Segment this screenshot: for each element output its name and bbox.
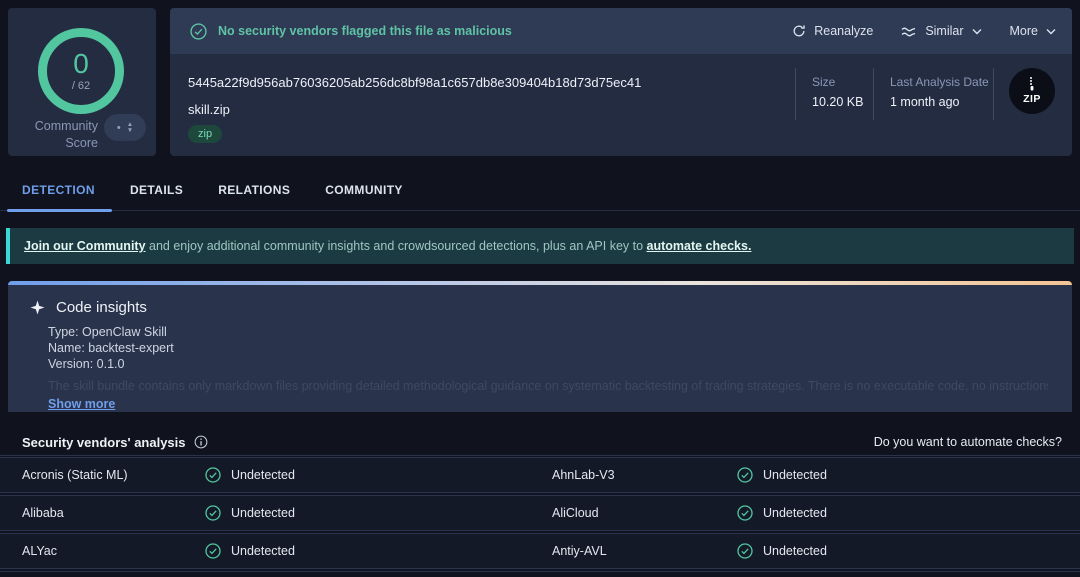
vendor-name: Alibaba: [22, 506, 64, 520]
check-circle-icon: [737, 505, 753, 521]
tab-detection[interactable]: DETECTION: [7, 170, 112, 212]
gradient-accent-bar: [8, 281, 1072, 285]
vendor-name: AhnLab-V3: [552, 468, 615, 482]
join-community-banner: Join our Community and enjoy additional …: [6, 228, 1074, 264]
similar-button[interactable]: Similar: [901, 24, 982, 38]
last-analysis-label: Last Analysis Date: [890, 75, 989, 89]
divider: [993, 68, 994, 120]
insight-name-line: Name: backtest-expert: [48, 341, 174, 355]
size-value: 10.20 KB: [812, 95, 864, 109]
banner-text: and enjoy additional community insights …: [145, 239, 647, 253]
info-icon[interactable]: [194, 435, 208, 449]
table-row: ALYac Undetected Antiy-AVL Undetected: [0, 533, 1080, 569]
vendors-analysis-header: Security vendors' analysis Do you want t…: [0, 429, 1080, 455]
community-vote-widget[interactable]: • ▲ ▼: [104, 114, 146, 141]
check-circle-icon: [205, 467, 221, 483]
show-more-link[interactable]: Show more: [48, 397, 116, 411]
vendor-name: AliCloud: [552, 506, 599, 520]
file-hash[interactable]: 5445a22f9d956ab76036205ab256dc8bf98a1c65…: [188, 75, 642, 90]
size-label: Size: [812, 75, 836, 89]
divider: [873, 68, 874, 120]
detections-count: 0: [73, 48, 89, 79]
vendors-table: Acronis (Static ML) Undetected AhnLab-V3…: [0, 457, 1080, 572]
divider: [0, 455, 1080, 456]
code-insights-metadata: Type: OpenClaw Skill Name: backtest-expe…: [48, 324, 1052, 372]
insight-summary-faded: The skill bundle contains only markdown …: [48, 379, 1048, 393]
check-circle-icon: [205, 505, 221, 521]
vote-up-down-icon[interactable]: ▲ ▼: [126, 120, 134, 134]
automate-checks-prompt[interactable]: Do you want to automate checks?: [873, 435, 1062, 449]
vendor-status: Undetected: [737, 505, 1080, 521]
next-row-edge: [0, 571, 1080, 572]
check-circle-icon: [737, 543, 753, 559]
check-circle-icon: [190, 22, 207, 40]
last-analysis-block: Last Analysis Date 1 month ago: [890, 75, 989, 109]
check-circle-icon: [205, 543, 221, 559]
chevron-down-icon: [972, 28, 982, 34]
detections-total: / 62: [71, 80, 91, 92]
chevron-down-icon: [1046, 28, 1056, 34]
more-button[interactable]: More: [1010, 24, 1056, 38]
divider: [795, 68, 796, 120]
file-size-block: Size 10.20 KB: [812, 75, 863, 109]
check-circle-icon: [737, 467, 753, 483]
automate-checks-link[interactable]: automate checks.: [646, 239, 752, 253]
filetype-tag[interactable]: zip: [188, 125, 223, 143]
similar-icon: [901, 27, 916, 36]
tab-relations[interactable]: RELATIONS: [218, 183, 291, 197]
last-analysis-value: 1 month ago: [890, 95, 960, 109]
community-score-card: 0 / 62 Community Score • ▲ ▼: [8, 8, 156, 156]
insight-version-line: Version: 0.1.0: [48, 357, 125, 371]
vendor-name: Acronis (Static ML): [22, 468, 128, 482]
sparkle-icon: [30, 300, 45, 315]
vendor-status: Undetected: [737, 543, 1080, 559]
insight-type-line: Type: OpenClaw Skill: [48, 325, 167, 339]
vendor-status: Undetected: [205, 543, 552, 559]
table-row: Alibaba Undetected AliCloud Undetected: [0, 495, 1080, 531]
table-row: Acronis (Static ML) Undetected AhnLab-V3…: [0, 457, 1080, 493]
vendor-status: Undetected: [205, 467, 552, 483]
status-message: No security vendors flagged this file as…: [218, 24, 512, 38]
detection-score-ring: 0 / 62: [38, 28, 124, 114]
zipper-icon: [1030, 77, 1034, 91]
tab-community[interactable]: COMMUNITY: [325, 183, 403, 197]
community-score-label: Community Score: [34, 119, 98, 150]
analysis-status-bar: No security vendors flagged this file as…: [170, 8, 1072, 54]
file-summary-card: No security vendors flagged this file as…: [170, 8, 1072, 156]
code-insights-card: Code insights Type: OpenClaw Skill Name:…: [8, 281, 1072, 412]
vendor-name: Antiy-AVL: [552, 544, 607, 558]
tab-details[interactable]: DETAILS: [129, 183, 184, 197]
join-community-link[interactable]: Join our Community: [24, 239, 146, 253]
refresh-icon: [793, 25, 805, 37]
vendors-analysis-title: Security vendors' analysis: [22, 434, 186, 450]
zip-filetype-icon: ZIP: [1009, 68, 1055, 114]
vendor-status: Undetected: [737, 467, 1080, 483]
vendor-status: Undetected: [205, 505, 552, 521]
reanalyze-button[interactable]: Reanalyze: [792, 24, 873, 38]
zip-label: ZIP: [1023, 93, 1041, 105]
file-name: skill.zip: [188, 102, 230, 117]
vendor-name: ALYac: [22, 544, 57, 558]
code-insights-title: Code insights: [56, 299, 147, 316]
tab-bar: DETECTION DETAILS RELATIONS COMMUNITY: [0, 170, 1080, 212]
vote-dot-icon: •: [116, 121, 121, 134]
